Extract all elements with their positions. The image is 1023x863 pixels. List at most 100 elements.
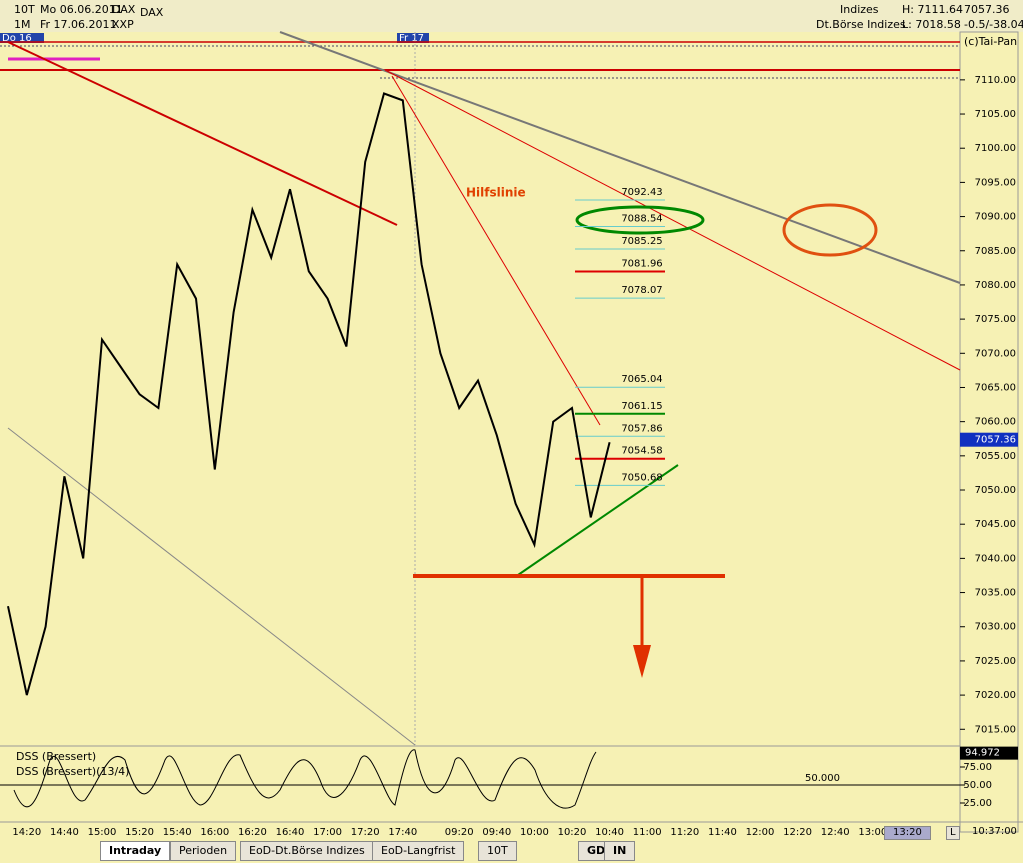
y-tick-label: 7020.00: [975, 690, 1016, 701]
low: L: 7018.58: [902, 18, 961, 31]
highlight-ellipse: [782, 203, 878, 257]
price-axis: [959, 31, 1019, 833]
y-tick-label: 7075.00: [975, 314, 1016, 325]
scrollbar-thumb[interactable]: 13:20: [884, 826, 931, 840]
y-tick-label: 7090.00: [975, 212, 1016, 223]
interval: 10T: [14, 3, 35, 16]
x-tick-label: 15:20: [125, 827, 154, 838]
x-tick-label: 09:20: [445, 827, 474, 838]
fib-label: 7081.96: [621, 259, 662, 270]
tab[interactable]: Perioden: [170, 841, 237, 861]
x-tick-label: 17:40: [388, 827, 417, 838]
day-label: Fr 17: [399, 33, 424, 44]
y-tick-label: 7105.00: [975, 109, 1016, 120]
price-tag: [960, 432, 1018, 447]
interval-select[interactable]: 10T: [478, 841, 517, 861]
y-tick-label: 7055.00: [975, 451, 1016, 462]
y-tick-label: 7100.00: [975, 143, 1016, 154]
highlight-ellipse: [575, 205, 705, 235]
x-tick-label: 16:00: [200, 827, 229, 838]
fib-label: 7057.86: [621, 423, 662, 434]
x-tick-label: 15:40: [163, 827, 192, 838]
y-tick-label: 25.00: [963, 798, 992, 809]
trend-line: [391, 75, 601, 426]
y-tick-label: 7030.00: [975, 622, 1016, 633]
source: Dt.Börse Indizes: [816, 18, 906, 31]
symbol: DAX: [112, 3, 136, 16]
y-tick-label: 7110.00: [975, 75, 1016, 86]
x-tick-label: 16:20: [238, 827, 267, 838]
x-tick-label: 14:40: [50, 827, 79, 838]
clock: 10:37:00: [972, 826, 1017, 837]
day-label: Do 16: [2, 33, 32, 44]
price-tag-label: 7057.36: [975, 435, 1016, 446]
market: Indizes: [840, 3, 879, 16]
x-tick-label: 13:00: [858, 827, 887, 838]
x-tick-label: 11:40: [708, 827, 737, 838]
change: -0.5/-38.04: [964, 18, 1023, 31]
y-tick-label: 7035.00: [975, 588, 1016, 599]
x-tick-label: 16:40: [276, 827, 305, 838]
x-tick-label: 12:20: [783, 827, 812, 838]
fib-label: 7061.15: [621, 401, 662, 412]
fib-label: 7092.43: [621, 187, 662, 198]
x-tick-label: 17:00: [313, 827, 342, 838]
copyright: (c)Tai-Pan: [964, 35, 1017, 48]
indicator-params: DSS (Bressert)(13/4): [16, 765, 129, 778]
y-tick-label: 7040.00: [975, 553, 1016, 564]
arrow-head: [633, 645, 651, 678]
fib-label: 7054.58: [621, 446, 662, 457]
day-marker: [397, 33, 429, 43]
x-tick-label: 17:20: [351, 827, 380, 838]
period: 1M: [14, 18, 31, 31]
tab[interactable]: EoD-Dt.Börse Indizes: [240, 841, 374, 861]
x-tick-label: 11:00: [633, 827, 662, 838]
fib-label: 7065.04: [621, 374, 662, 385]
trend-line: [7, 427, 416, 746]
y-tick-label: 7065.00: [975, 382, 1016, 393]
tab[interactable]: EoD-Langfrist: [372, 841, 465, 861]
y-tick-label: 7070.00: [975, 348, 1016, 359]
y-tick-label: 7080.00: [975, 280, 1016, 291]
y-tick-label: 7050.00: [975, 485, 1016, 496]
x-tick-label: 09:40: [482, 827, 511, 838]
header-bar: [0, 0, 1023, 32]
date-from: Mo 06.06.2011: [40, 3, 123, 16]
tab[interactable]: Intraday: [100, 841, 171, 861]
x-tick-label: 12:40: [821, 827, 850, 838]
y-tick-label: 7085.00: [975, 246, 1016, 257]
y-tick-label: 7045.00: [975, 519, 1016, 530]
indicator-label: DSS (Bressert): [16, 750, 96, 763]
name: DAX: [140, 6, 164, 19]
annotation: Hilfslinie: [466, 186, 526, 200]
y-tick-label: 7095.00: [975, 177, 1016, 188]
scale-button[interactable]: L: [946, 826, 960, 840]
reference-label: 50.000: [805, 773, 840, 784]
y-tick-label: 7025.00: [975, 656, 1016, 667]
high: H: 7111.64: [902, 3, 963, 16]
date-to: Fr 17.06.2011: [40, 18, 117, 31]
y-tick-label: 7015.00: [975, 724, 1016, 735]
x-tick-label: 12:00: [746, 827, 775, 838]
fib-label: 7088.54: [621, 214, 662, 225]
support-line: [517, 464, 679, 576]
value-tag-label: 94.972: [965, 748, 1000, 759]
price-line: [7, 92, 611, 696]
trend-line: [384, 69, 961, 371]
fib-label: 7085.25: [621, 236, 662, 247]
x-tick-label: 14:20: [12, 827, 41, 838]
exchange: XXP: [112, 18, 134, 31]
close: 7057.36: [964, 3, 1010, 16]
button[interactable]: IN: [604, 841, 636, 861]
fib-label: 7050.68: [621, 472, 662, 483]
y-tick-label: 50.00: [963, 780, 992, 791]
y-tick-label: 7060.00: [975, 417, 1016, 428]
value-tag: [960, 746, 1018, 760]
x-tick-label: 10:40: [595, 827, 624, 838]
x-tick-label: 10:00: [520, 827, 549, 838]
trend-line: [7, 41, 398, 226]
y-tick-label: 75.00: [963, 762, 992, 773]
indicator-curve: [13, 749, 597, 809]
